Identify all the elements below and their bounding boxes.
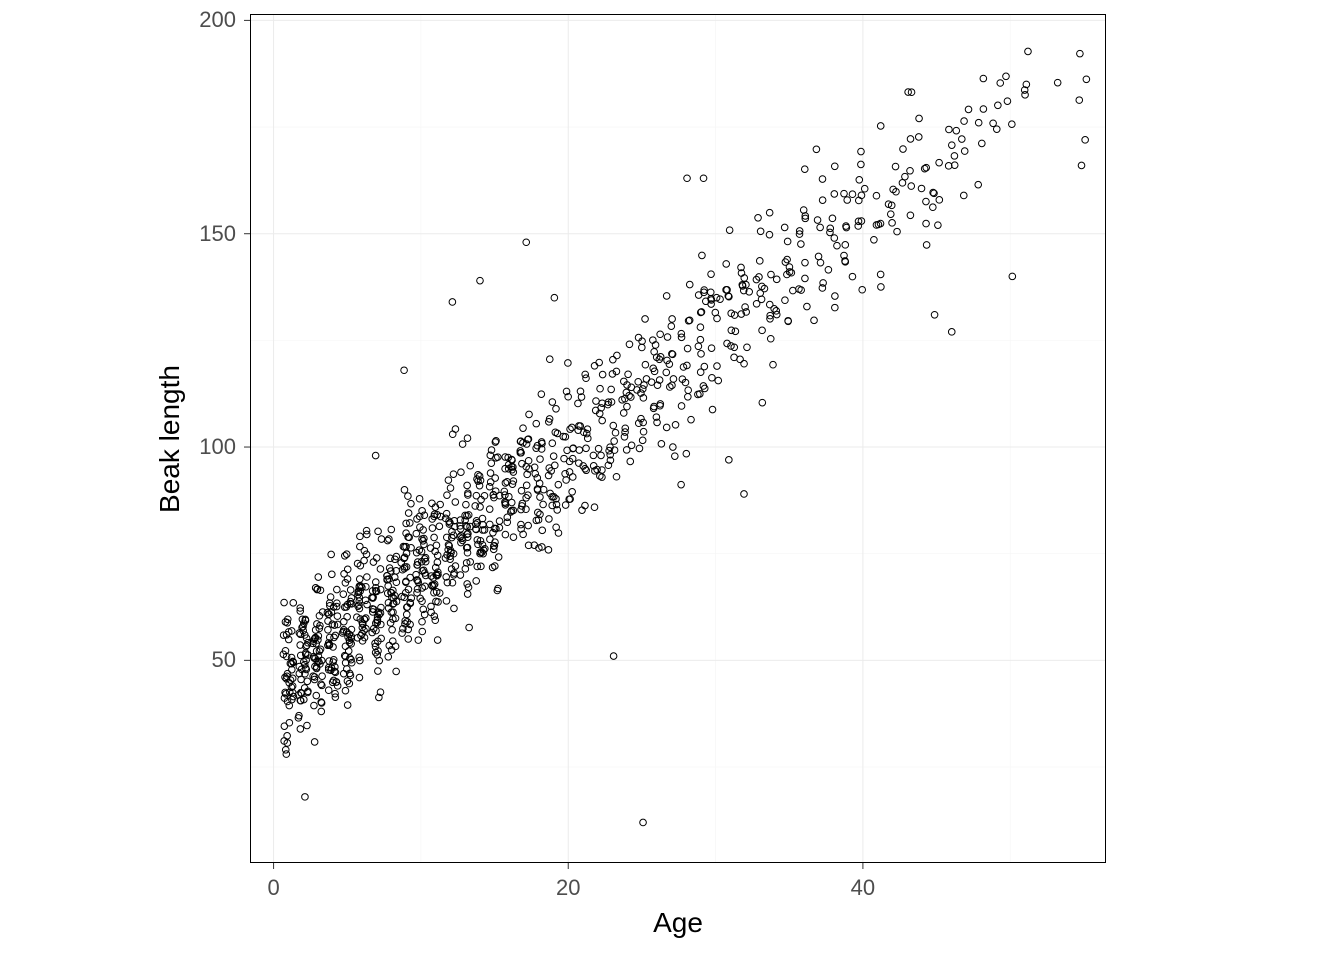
y-tick-label: 200 [199,7,236,33]
x-tick-label: 0 [267,875,279,901]
chart-svg [0,0,1344,960]
x-tick-label: 20 [556,875,580,901]
y-tick-label: 100 [199,434,236,460]
x-axis-title: Age [653,907,703,939]
y-tick-label: 150 [199,221,236,247]
y-tick-label: 50 [212,647,236,673]
y-axis-title: Beak length [154,365,186,513]
x-tick-label: 40 [851,875,875,901]
scatter-chart: Beak length Age 0 20 40 50 100 150 200 [0,0,1344,960]
